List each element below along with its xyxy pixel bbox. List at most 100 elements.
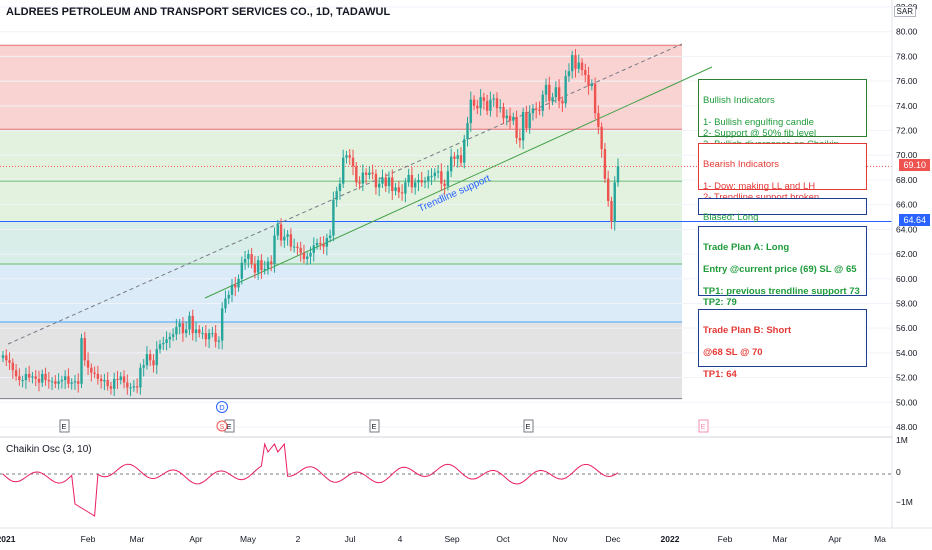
candle	[368, 172, 371, 175]
candle	[8, 360, 11, 363]
candle	[482, 97, 486, 101]
candle	[371, 172, 374, 174]
bias-note[interactable]: Biased: Long	[698, 198, 867, 223]
candle	[384, 177, 387, 187]
osc-tick-label: 1M	[896, 435, 908, 445]
candle	[312, 245, 315, 253]
candle	[610, 200, 613, 222]
currency-box[interactable]: SAR	[893, 6, 916, 17]
trendline-support[interactable]	[204, 66, 713, 299]
bearish-body: 1- Dow: making LL and LH 2- Trendline su…	[703, 181, 819, 203]
candle	[289, 234, 293, 247]
plan-a-entry: Entry @current price (69) SL @ 65	[703, 264, 857, 275]
candle	[525, 112, 528, 129]
candle	[361, 172, 365, 184]
candle	[528, 113, 531, 129]
candle	[139, 367, 142, 388]
current-price-badge: 69.10	[899, 159, 930, 171]
bearish-indicators-note[interactable]: Bearish Indicators 1- Dow: making LL and …	[698, 143, 867, 203]
y-tick-label: 80.00	[896, 27, 918, 37]
candle	[50, 381, 54, 383]
x-tick-label: Nov	[552, 534, 568, 544]
oscillator-label: Chaikin Osc (3, 10)	[6, 444, 92, 455]
candle	[544, 84, 548, 95]
candle	[237, 278, 240, 288]
trade-plan-a-note[interactable]: Trade Plan A: Long Entry @current price (…	[698, 226, 867, 308]
chaikin-line	[2, 442, 619, 517]
level-price-badge: 64.64	[899, 214, 930, 226]
candle	[162, 343, 165, 345]
candle	[453, 156, 456, 159]
candle	[119, 376, 122, 381]
candle	[338, 183, 342, 192]
candle	[220, 308, 224, 341]
candle	[270, 261, 273, 264]
osc-tick-label: 0	[896, 467, 901, 477]
candle	[381, 177, 384, 184]
candle	[466, 123, 469, 140]
candle	[24, 373, 28, 381]
earnings-marker-label: E	[61, 422, 66, 431]
candle	[113, 378, 116, 389]
candle	[427, 176, 430, 182]
candle	[364, 172, 368, 175]
candle	[407, 175, 410, 183]
x-tick-label: Sep	[444, 534, 459, 544]
y-tick-label: 50.00	[896, 397, 918, 407]
candle	[54, 381, 57, 384]
candle	[332, 199, 335, 236]
candle	[106, 380, 109, 387]
channel-line[interactable]	[7, 43, 683, 345]
candle	[103, 380, 106, 382]
x-tick-label: Mar	[130, 534, 145, 544]
candle	[286, 234, 289, 237]
trade-plan-b-note[interactable]: Trade Plan B: Short @68 SL @ 70 TP1: 64	[698, 309, 867, 380]
candle	[234, 284, 237, 288]
x-tick-label: 2	[296, 534, 301, 544]
plan-b-entry: @68 SL @ 70	[703, 347, 763, 358]
bullish-indicators-note[interactable]: Bullish Indicators 1- Bullish engulfing c…	[698, 79, 867, 161]
candle	[505, 115, 508, 119]
candle	[109, 386, 113, 389]
candle	[191, 315, 194, 334]
candle	[276, 224, 279, 236]
candle	[132, 386, 136, 388]
candle	[499, 107, 502, 109]
fib-levels	[0, 44, 892, 400]
fib-zone-3	[0, 263, 682, 322]
candle	[557, 87, 561, 101]
earnings-marker-label: E	[226, 422, 231, 431]
candle	[554, 87, 558, 98]
candle	[70, 382, 73, 384]
candle	[93, 372, 96, 374]
y-tick-label: 56.00	[896, 323, 918, 333]
candle	[335, 191, 338, 200]
candle	[597, 113, 600, 127]
candle	[580, 62, 584, 70]
candle	[149, 354, 152, 361]
candle	[377, 183, 381, 188]
candle	[387, 177, 391, 187]
plan-b-targets: TP1: 64	[703, 369, 737, 380]
candle	[41, 373, 44, 383]
candle	[188, 315, 191, 330]
candle	[292, 246, 296, 248]
candle	[67, 376, 70, 384]
x-tick-label: Ma	[874, 534, 886, 544]
x-tick-label: 2021	[0, 534, 16, 544]
candle	[348, 155, 351, 158]
candle	[90, 367, 93, 373]
candle	[590, 83, 594, 87]
candle	[541, 94, 544, 111]
event-markers: E E E E E D S	[59, 401, 709, 433]
candle	[1, 355, 5, 358]
candle	[485, 100, 489, 111]
candle	[302, 252, 306, 259]
candle	[561, 100, 564, 104]
candle	[413, 182, 417, 188]
candle	[593, 83, 597, 114]
candle	[417, 179, 420, 183]
candle	[433, 172, 437, 177]
candle	[230, 284, 234, 295]
candle	[158, 344, 162, 350]
